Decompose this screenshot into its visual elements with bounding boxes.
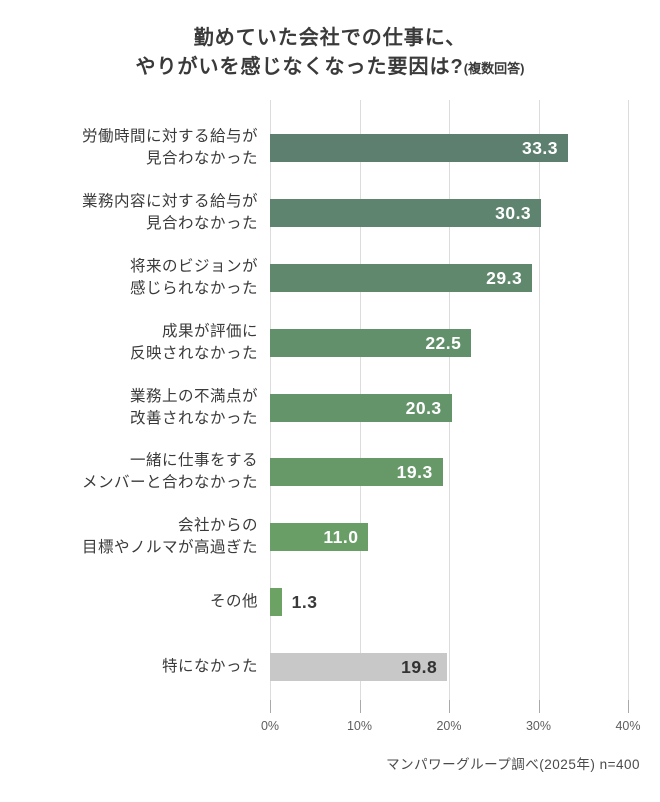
category-label: 会社からの 目標やノルマが高過ぎた xyxy=(81,517,258,557)
chart-title: 勤めていた会社での仕事に、 やりがいを感じなくなった要因は?(複数回答) xyxy=(0,24,660,83)
bar-value-label: 11.0 xyxy=(323,527,359,548)
bar: 19.3 xyxy=(270,458,443,487)
chart-title-line2: やりがいを感じなくなった要因は?(複数回答) xyxy=(0,53,660,83)
bar: 20.3 xyxy=(270,393,452,422)
source-note: マンパワーグループ調べ(2025年) n=400 xyxy=(386,757,640,772)
bar-value-label: 19.3 xyxy=(396,462,433,483)
bar-value-label: 20.3 xyxy=(405,397,442,418)
plot-area: 0% 10% 20% 30% 40% 33.3 30.3 29.3 22.5 20.3 19.3 11… xyxy=(261,100,641,733)
axis-tick xyxy=(628,700,629,713)
category-label: 業務内容に対する給与が 見合わなかった xyxy=(81,192,258,232)
bar: 22.5 xyxy=(270,328,472,357)
axis-tick xyxy=(449,700,450,713)
chart-title-line1: 勤めていた会社での仕事に、 xyxy=(193,27,467,49)
x-tick-label: 10% xyxy=(346,719,373,733)
bar-value-label: 33.3 xyxy=(521,138,559,158)
gridline xyxy=(538,100,540,710)
category-label: 一緒に仕事をする メンバーと合わなかった xyxy=(81,452,258,492)
category-label: その他 xyxy=(209,593,258,611)
bar: 29.3 xyxy=(270,263,533,292)
axis-tick xyxy=(270,700,271,713)
bar: 11.0 xyxy=(270,523,369,552)
bar-value-label: 22.5 xyxy=(425,332,462,353)
x-tick-label: 30% xyxy=(525,719,552,733)
gridline xyxy=(628,100,629,710)
x-tick-label: 0% xyxy=(260,719,280,733)
category-label: 労働時間に対する給与が 見合わなかった xyxy=(81,128,258,167)
bar-value-label: 19.8 xyxy=(401,657,438,677)
x-tick-label: 40% xyxy=(615,719,641,733)
bar-value-label: 1.3 xyxy=(291,592,318,613)
bar xyxy=(270,588,282,617)
axis-tick xyxy=(538,700,540,713)
axis-tick xyxy=(359,700,361,713)
chart-title-note: (複数回答) xyxy=(463,61,525,76)
bar: 19.8 xyxy=(270,653,448,681)
bar: 30.3 xyxy=(270,198,542,227)
x-tick-label: 20% xyxy=(436,719,462,733)
category-label: 業務上の不満点が 改善されなかった xyxy=(129,387,258,427)
bar-value-label: 29.3 xyxy=(486,267,523,288)
category-label: 将来のビジョンが 感じられなかった xyxy=(129,257,258,297)
category-label: 成果が評価に 反映されなかった xyxy=(129,322,258,362)
category-label: 特になかった xyxy=(161,658,258,675)
chart-title-question: やりがいを感じなくなった要因は? xyxy=(135,56,464,78)
bar: 33.3 xyxy=(270,134,569,162)
bar-value-label: 30.3 xyxy=(495,202,532,223)
